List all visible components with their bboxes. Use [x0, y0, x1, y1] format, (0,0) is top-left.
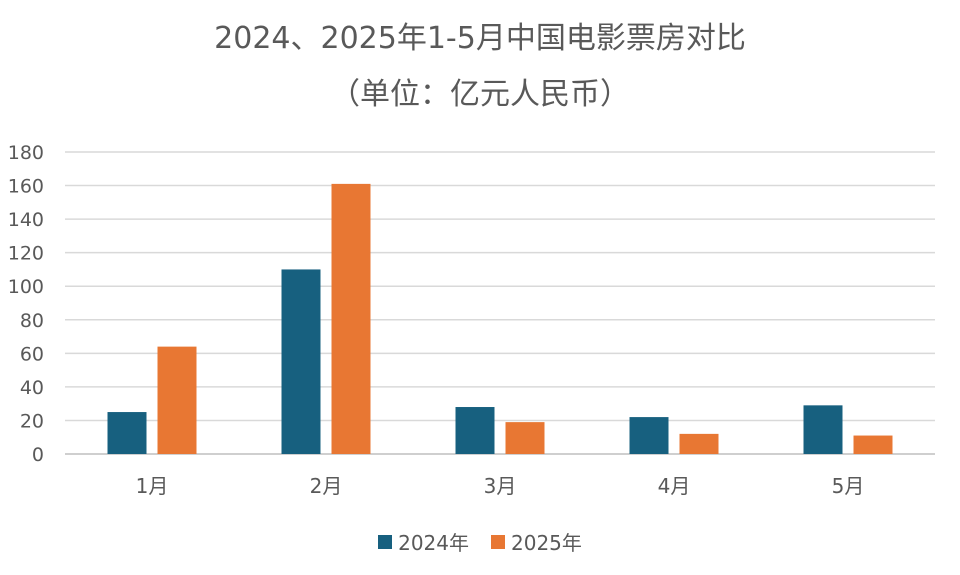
x-tick-label: 5月 [832, 474, 865, 498]
legend-swatch-2024 [378, 534, 393, 549]
x-tick-label: 2月 [310, 474, 343, 498]
y-tick-label: 20 [20, 410, 44, 432]
bar-2025-2 [331, 183, 371, 454]
x-tick-label: 1月 [136, 474, 169, 498]
legend-label-2025: 2025年 [511, 531, 582, 555]
y-tick-label: 40 [20, 377, 44, 399]
bar-2025-5 [853, 435, 893, 454]
x-tick-label: 4月 [658, 474, 691, 498]
chart-subtitle: （单位：亿元人民币） [330, 77, 630, 112]
legend-swatch-2025 [491, 534, 505, 549]
y-tick-label: 0 [32, 444, 44, 466]
legend-label-2024: 2024年 [398, 531, 469, 555]
bar-2024-3 [455, 407, 495, 454]
bar-2025-4 [679, 433, 719, 454]
chart-title: 2024、2025年1-5月中国电影票房对比 [214, 21, 746, 56]
legend-item-2024: 2024年 [378, 527, 469, 556]
chart-legend: 2024年 2025年 [0, 527, 960, 556]
y-tick-label: 120 [8, 243, 44, 265]
bar-2024-5 [803, 405, 843, 454]
y-tick-label: 140 [8, 209, 44, 231]
bar-2024-4 [629, 417, 669, 454]
y-tick-label: 100 [8, 276, 44, 298]
bar-2025-1 [157, 346, 197, 454]
chart-header: 2024、2025年1-5月中国电影票房对比 （单位：亿元人民币） [0, 18, 960, 116]
y-tick-label: 80 [20, 310, 44, 332]
y-tick-label: 160 [8, 176, 44, 198]
bar-2024-1 [107, 412, 147, 454]
y-tick-label: 60 [20, 343, 44, 365]
x-tick-label: 3月 [484, 474, 517, 498]
bar-2024-2 [281, 269, 321, 454]
bar-2025-3 [505, 422, 545, 454]
y-tick-label: 180 [8, 142, 44, 164]
legend-item-2025: 2025年 [491, 527, 582, 556]
